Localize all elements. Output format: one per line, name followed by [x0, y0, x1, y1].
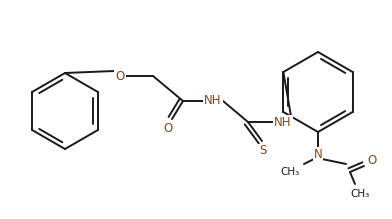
Text: O: O [367, 154, 377, 166]
Text: NH: NH [204, 95, 222, 108]
Text: N: N [314, 148, 322, 161]
Text: CH₃: CH₃ [280, 167, 299, 177]
Text: CH₃: CH₃ [350, 189, 370, 199]
Text: S: S [260, 145, 267, 157]
Text: O: O [115, 69, 125, 83]
Text: O: O [163, 122, 172, 136]
Text: NH: NH [274, 115, 292, 129]
